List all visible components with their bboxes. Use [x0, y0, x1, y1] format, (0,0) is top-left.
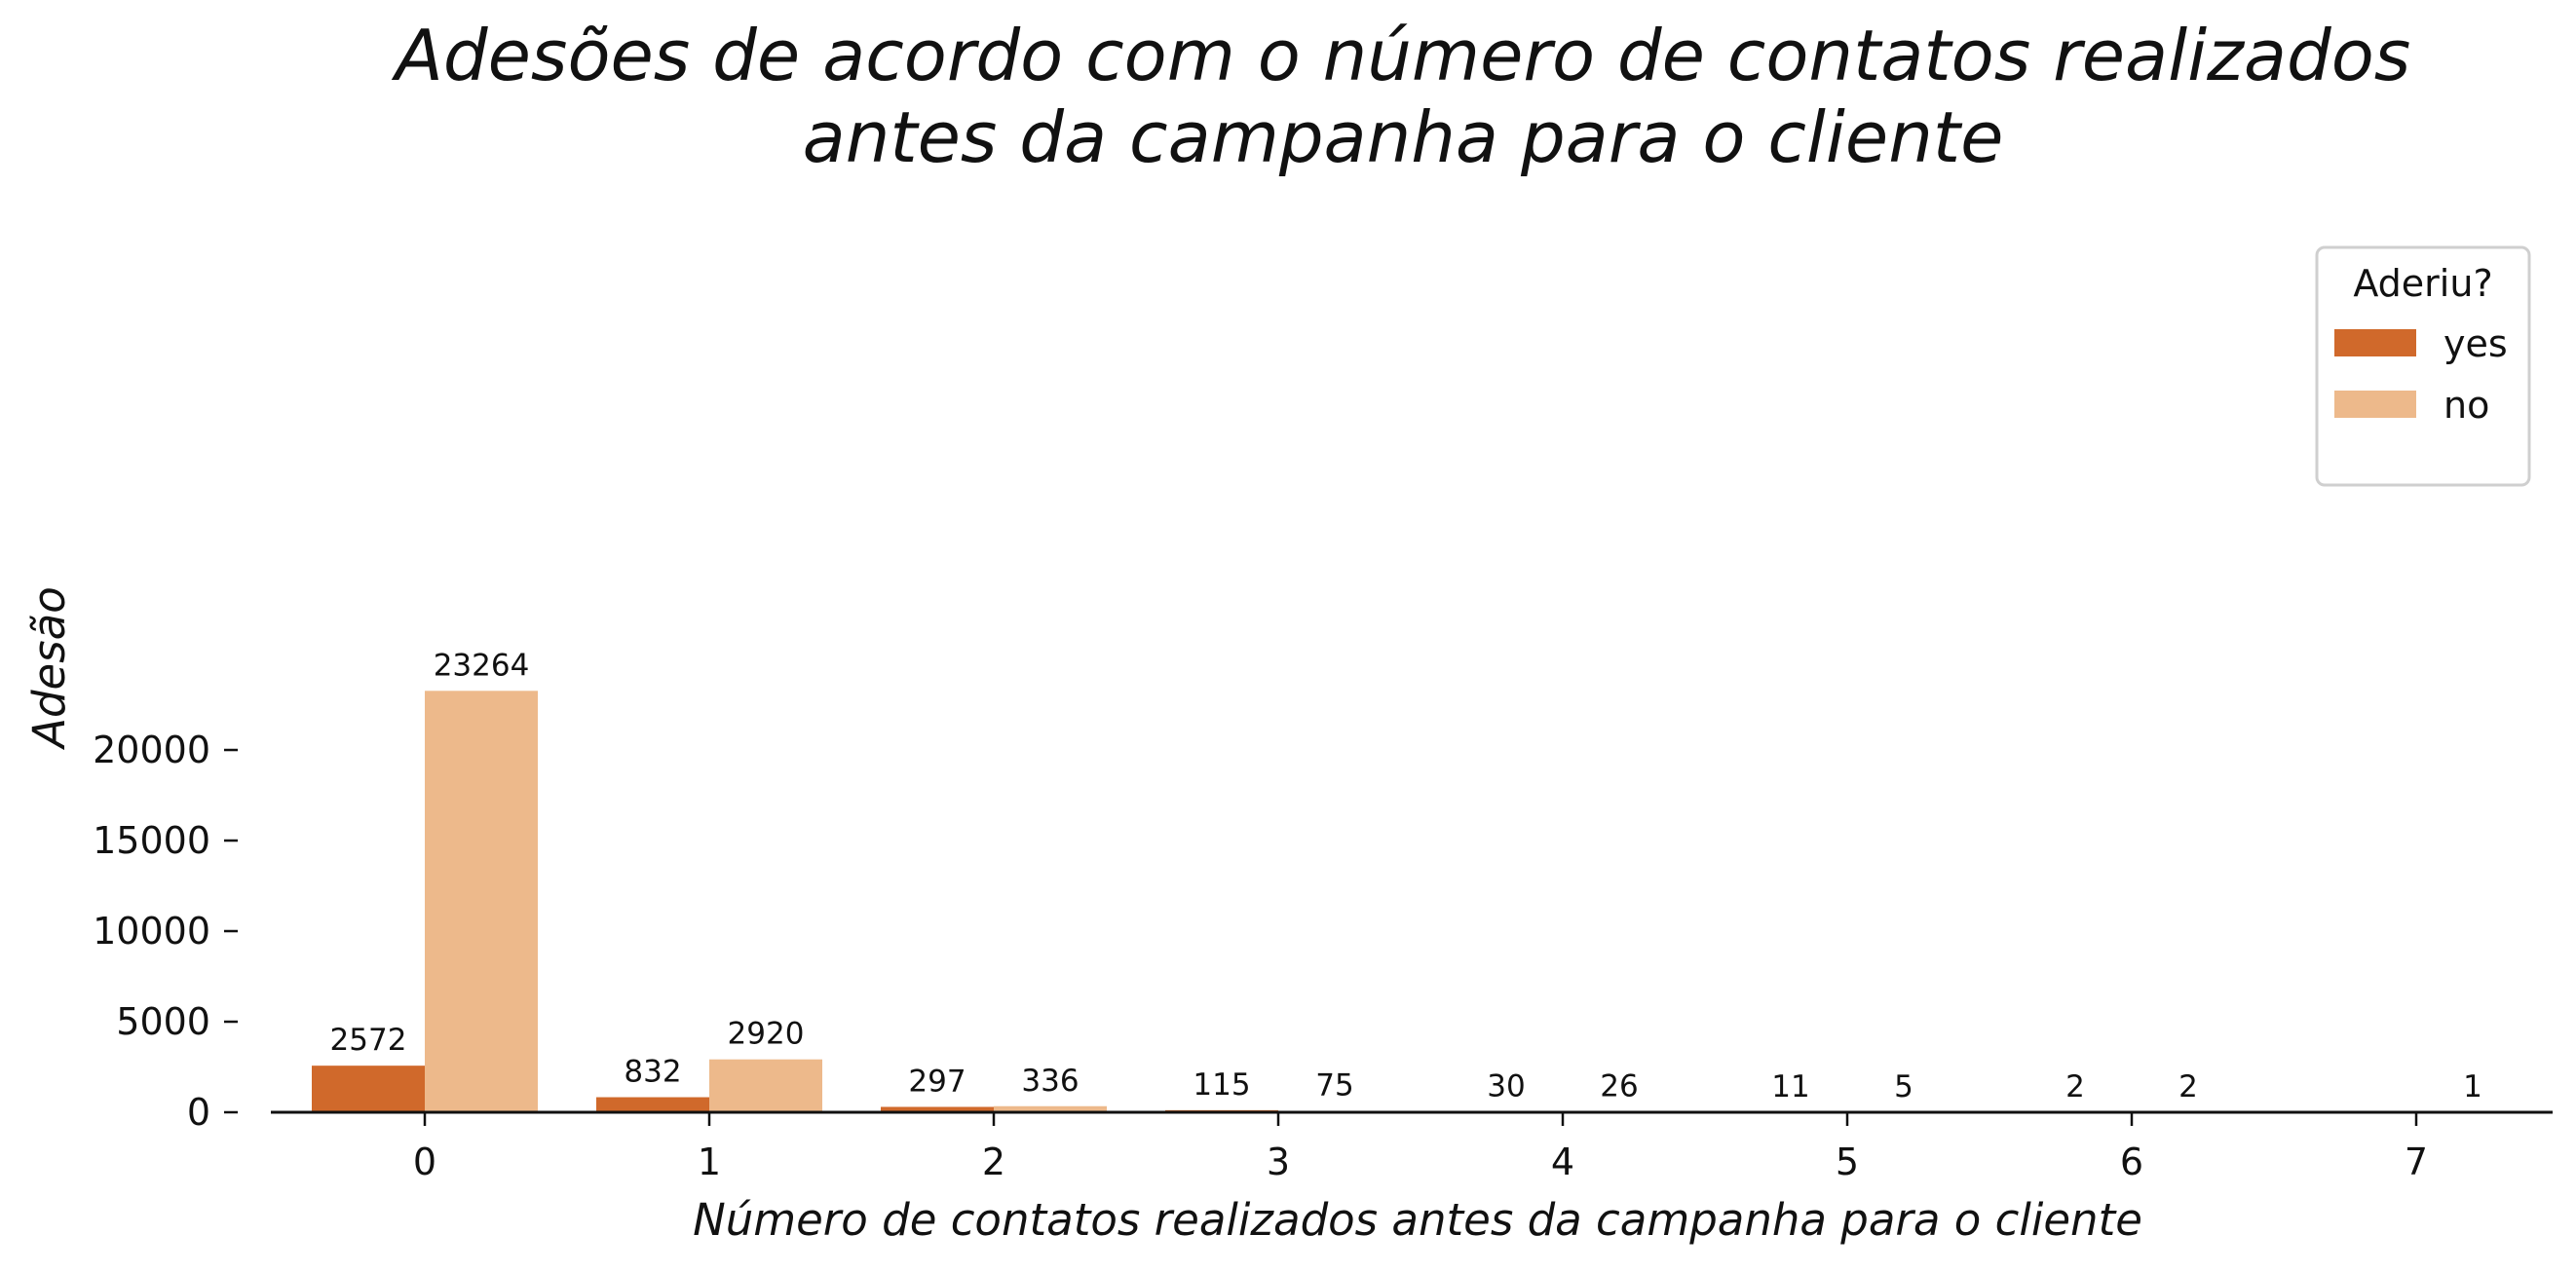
x-tick-label: 2 — [982, 1141, 1005, 1183]
bar-yes-2 — [881, 1106, 994, 1112]
legend-label-yes: yes — [2443, 322, 2508, 365]
x-tick-label: 7 — [2405, 1141, 2428, 1183]
x-tick-label: 1 — [698, 1141, 721, 1183]
legend-box — [2315, 245, 2531, 487]
chart-title-line-2: antes da campanha para o cliente — [803, 96, 2004, 178]
x-tick-label: 0 — [413, 1141, 436, 1183]
data-label-yes-2: 297 — [908, 1064, 966, 1099]
legend: Aderiu? yes no — [2315, 245, 2531, 487]
x-tick-label: 3 — [1267, 1141, 1290, 1183]
data-label-no-5: 5 — [1894, 1069, 1913, 1104]
bar-yes-1 — [596, 1097, 709, 1112]
data-label-yes-0: 2572 — [330, 1023, 407, 1058]
y-axis-label: Adesão — [23, 586, 75, 751]
bar-yes-0 — [312, 1066, 425, 1112]
data-label-no-3: 75 — [1315, 1068, 1353, 1104]
data-label-no-1: 2920 — [728, 1017, 805, 1052]
data-label-yes-1: 832 — [624, 1055, 681, 1090]
data-label-yes-4: 30 — [1487, 1068, 1525, 1104]
data-label-no-6: 2 — [2178, 1069, 2198, 1104]
legend-swatch-no — [2334, 391, 2416, 418]
chart-title-line-1: Adesões de acordo com o número de contat… — [392, 15, 2411, 96]
legend-swatch-yes — [2334, 329, 2416, 356]
x-tick-label: 5 — [1836, 1141, 1859, 1183]
legend-items: yes no — [2334, 322, 2508, 427]
y-tick-label: 20000 — [93, 729, 210, 771]
y-tick-label: 5000 — [116, 1000, 210, 1043]
y-axis: 0 5000 10000 15000 20000 — [93, 729, 238, 1134]
bars-group — [312, 691, 2529, 1112]
bar-no-1 — [709, 1059, 822, 1112]
chart-title: Adesões de acordo com o número de contat… — [392, 15, 2411, 178]
data-label-no-4: 26 — [1600, 1069, 1638, 1104]
data-label-yes-6: 2 — [2065, 1069, 2085, 1104]
data-label-no-7: 1 — [2463, 1069, 2482, 1104]
x-tick-label: 6 — [2120, 1141, 2143, 1183]
data-label-yes-5: 11 — [1771, 1069, 1809, 1104]
bar-no-0 — [425, 691, 538, 1112]
data-label-yes-3: 115 — [1193, 1067, 1250, 1103]
legend-title: Aderiu? — [2353, 262, 2492, 305]
y-tick-label: 15000 — [93, 819, 210, 862]
data-label-no-2: 336 — [1021, 1064, 1079, 1099]
y-tick-label: 10000 — [93, 910, 210, 953]
y-tick-label: 0 — [187, 1091, 210, 1134]
data-label-no-0: 23264 — [434, 648, 530, 683]
x-tick-label: 4 — [1551, 1141, 1574, 1183]
legend-label-no: no — [2443, 384, 2489, 427]
x-axis-label: Número de contatos realizados antes da c… — [693, 1194, 2142, 1246]
bar-no-2 — [994, 1105, 1107, 1112]
x-axis: 0 1 2 3 4 5 6 7 — [271, 1110, 2553, 1183]
